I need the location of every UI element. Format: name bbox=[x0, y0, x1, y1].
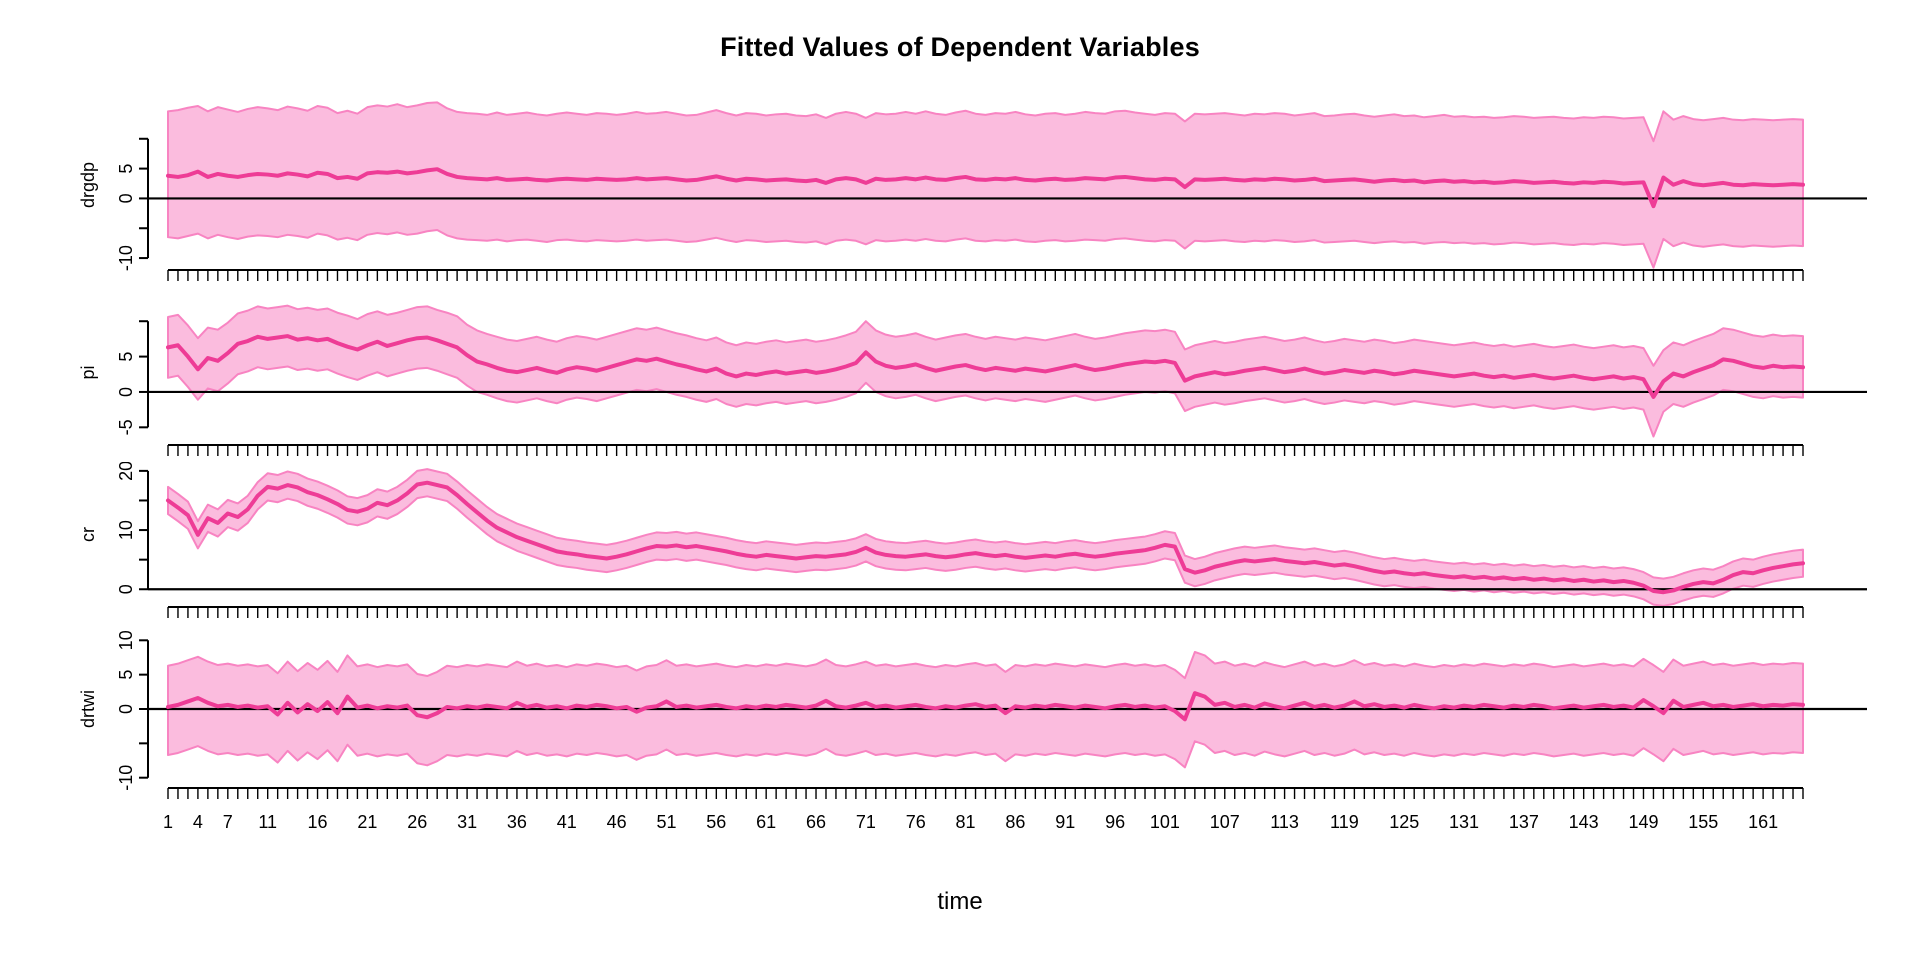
x-tick-label: 101 bbox=[1149, 812, 1180, 832]
y-axis-label: cr bbox=[78, 527, 98, 542]
x-tick-label: 36 bbox=[506, 812, 527, 832]
fitted-line bbox=[166, 480, 1805, 595]
x-tick-label: 1 bbox=[162, 812, 173, 832]
y-axis-label: drgdp bbox=[78, 162, 98, 208]
x-tick-label: 7 bbox=[222, 812, 233, 832]
x-tick-label: 21 bbox=[357, 812, 378, 832]
x-tick-label: 161 bbox=[1748, 812, 1779, 832]
y-axis-label: drtwi bbox=[78, 690, 98, 728]
x-tick-label: 46 bbox=[606, 812, 627, 832]
y-tick-label: 0 bbox=[116, 387, 136, 397]
fitted-line bbox=[166, 334, 1805, 399]
panel-svg-pi: 5 0 -5 pi bbox=[78, 304, 1867, 456]
y-tick-label: 10 bbox=[116, 520, 136, 540]
panel-drgdp: 5 0 -10 drgdp bbox=[0, 100, 1920, 291]
x-tick-label: 61 bbox=[756, 812, 777, 832]
x-tick-label: 26 bbox=[407, 812, 428, 832]
x-tick-label: 66 bbox=[806, 812, 827, 832]
x-tick-label: 11 bbox=[258, 812, 278, 832]
x-tick-label: 107 bbox=[1209, 812, 1240, 832]
panel-svg-drtwi: 10 5 0 -10 drtwi bbox=[78, 630, 1867, 799]
y-tick-label: -5 bbox=[116, 419, 136, 435]
fitted-line bbox=[166, 691, 1805, 722]
y-tick-label: 0 bbox=[116, 193, 136, 203]
y-tick-label: 5 bbox=[116, 352, 136, 362]
x-tick-label: 16 bbox=[307, 812, 328, 832]
y-tick-label: 5 bbox=[116, 670, 136, 680]
x-tick-label: 56 bbox=[706, 812, 727, 832]
x-tick-label: 51 bbox=[656, 812, 677, 832]
x-tick-label: 41 bbox=[556, 812, 577, 832]
x-axis-title: time bbox=[937, 888, 983, 915]
y-tick-label: 20 bbox=[116, 462, 136, 481]
y-tick-label: -10 bbox=[116, 245, 136, 271]
x-axis-tick-labels: 1 4 7 11 16 21 26 31 36 41 46 51 56 61 66 71 76 81 86 91 96 1… bbox=[0, 812, 1920, 838]
x-tick-label: 149 bbox=[1628, 812, 1659, 832]
page-title: Fitted Values of Dependent Variables bbox=[720, 32, 1200, 62]
x-tick-label: 143 bbox=[1568, 812, 1599, 832]
y-tick-label: 0 bbox=[116, 704, 136, 714]
x-tick-label: 155 bbox=[1688, 812, 1719, 832]
x-tick-label: 76 bbox=[905, 812, 926, 832]
x-tick-label: 113 bbox=[1270, 812, 1299, 832]
y-tick-label: 0 bbox=[116, 584, 136, 594]
x-tick-label: 91 bbox=[1055, 812, 1076, 832]
panel-cr: 20 10 0 cr bbox=[0, 461, 1920, 628]
fitted-line bbox=[166, 167, 1805, 209]
x-tick-label: 71 bbox=[855, 812, 876, 832]
y-axis-label: pi bbox=[78, 365, 98, 379]
x-tick-label: 137 bbox=[1508, 812, 1539, 832]
x-tick-label: 31 bbox=[457, 812, 478, 832]
x-tick-label: 131 bbox=[1449, 812, 1480, 832]
x-tick-label: 125 bbox=[1389, 812, 1420, 832]
x-tick-label: 4 bbox=[192, 812, 203, 832]
confidence-band bbox=[167, 101, 1804, 269]
panel-svg-drgdp: 5 0 -10 drgdp bbox=[78, 101, 1867, 281]
x-tick-label: 96 bbox=[1105, 812, 1126, 832]
panel-pi: 5 0 -5 pi bbox=[0, 300, 1920, 466]
y-tick-label: 10 bbox=[116, 630, 136, 650]
panel-svg-cr: 20 10 0 cr bbox=[78, 461, 1867, 618]
x-tick-label: 81 bbox=[955, 812, 976, 832]
y-tick-label: -10 bbox=[116, 765, 136, 791]
x-tick-label: 86 bbox=[1005, 812, 1026, 832]
panel-drtwi: 10 5 0 -10 drtwi bbox=[0, 630, 1920, 809]
y-tick-label: 5 bbox=[116, 164, 136, 174]
x-tick-label: 119 bbox=[1330, 812, 1359, 832]
